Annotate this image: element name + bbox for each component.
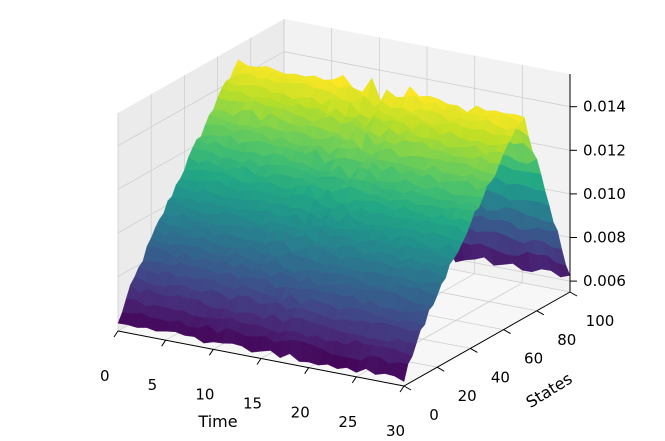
y-tick-label: 100 [586, 312, 615, 330]
y-tick-mark [436, 366, 445, 372]
z-tick-label: 0.010 [583, 185, 626, 203]
x-tick-mark [113, 330, 119, 338]
y-tick-mark [503, 329, 511, 335]
y-axis-label: States [523, 369, 576, 412]
x-tick-mark [161, 339, 167, 347]
y-tick-label: 0 [429, 406, 439, 424]
y-tick-label: 80 [557, 331, 576, 349]
y-tick-mark [536, 310, 545, 316]
x-tick-label: 0 [100, 367, 110, 385]
grid-line [283, 51, 571, 108]
surface-patch [394, 362, 409, 382]
x-tick-label: 25 [338, 413, 357, 431]
y-tick-mark [569, 291, 578, 297]
y-tick-label: 20 [458, 387, 477, 405]
x-tick-label: 10 [195, 385, 214, 403]
x-tick-label: 30 [386, 422, 405, 440]
x-tick-mark [256, 358, 262, 365]
surface [117, 59, 571, 382]
z-tick-label: 0.006 [583, 272, 626, 290]
x-tick-mark [304, 367, 310, 374]
x-tick-label: 5 [148, 376, 158, 394]
x-tick-mark [399, 385, 405, 393]
y-tick-mark [470, 347, 478, 353]
tick-labels: 0 5 10 15 20 25 30 0 20 40 60 80 100 0.006 0.008 0.010 0… [100, 98, 626, 440]
y-axis-line [403, 291, 571, 387]
z-tick-label: 0.008 [583, 229, 626, 247]
y-tick-mark [403, 385, 412, 391]
y-tick-label: 40 [491, 368, 510, 386]
x-tick-mark [351, 376, 357, 384]
x-tick-label: 20 [291, 404, 310, 422]
x-axis-label: Time [197, 412, 237, 431]
z-tick-label: 0.012 [583, 141, 626, 159]
z-tick-label: 0.014 [583, 98, 626, 116]
x-tick-label: 15 [243, 395, 262, 413]
y-tick-label: 60 [524, 350, 543, 368]
x-tick-mark [208, 349, 214, 356]
